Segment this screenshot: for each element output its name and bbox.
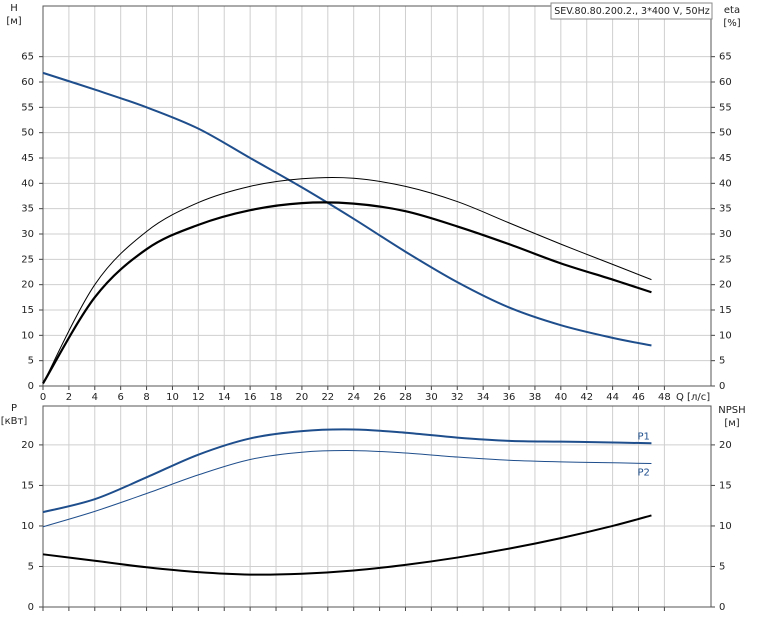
y2-tick-label: 45	[719, 153, 732, 164]
x-tick-label: 38	[529, 392, 542, 403]
x-tick-label: 8	[143, 392, 149, 403]
y-tick-label: 55	[21, 102, 34, 113]
x-tick-label: 2	[66, 392, 72, 403]
x-axis-label: Q [л/с]	[676, 392, 710, 403]
y2-tick-label: 55	[719, 102, 732, 113]
y2-axis-label: eta	[724, 5, 740, 16]
y2-axis-unit: [%]	[723, 18, 740, 29]
y-tick-label: 60	[21, 77, 34, 88]
x-tick-label: 40	[554, 392, 567, 403]
y-tick-label: 50	[21, 128, 34, 139]
x-tick-label: 0	[40, 392, 46, 403]
y2-tick-label: 50	[719, 128, 732, 139]
y-tick-label: 35	[21, 204, 34, 215]
x-tick-label: 42	[580, 392, 593, 403]
curve	[42, 177, 652, 384]
x-tick-label: 46	[632, 392, 645, 403]
y2-tick-label: 40	[719, 178, 732, 189]
chart-title: SEV.80.80.200.2., 3*400 V, 50Hz	[554, 6, 710, 17]
y-tick-label: 10	[21, 330, 34, 341]
curve	[42, 514, 652, 576]
curve	[42, 428, 652, 514]
curve-label: P2	[637, 468, 649, 479]
x-tick-label: 44	[606, 392, 619, 403]
y-tick-label: 65	[21, 52, 34, 63]
y2-tick-label: 0	[719, 602, 725, 613]
curve	[42, 450, 652, 528]
x-tick-label: 12	[192, 392, 205, 403]
x-tick-label: 16	[244, 392, 257, 403]
y-tick-label: 30	[21, 229, 34, 240]
curve	[42, 71, 652, 347]
x-tick-label: 28	[399, 392, 412, 403]
x-tick-label: 18	[270, 392, 283, 403]
y2-tick-label: 0	[719, 381, 725, 392]
y-tick-label: 0	[28, 602, 34, 613]
x-tick-label: 10	[166, 392, 179, 403]
y2-tick-label: 30	[719, 229, 732, 240]
y2-tick-label: 20	[719, 440, 732, 451]
y2-axis-unit: [м]	[724, 418, 739, 429]
y-tick-label: 20	[21, 280, 34, 291]
y2-axis-label: NPSH	[718, 405, 745, 416]
y2-tick-label: 20	[719, 280, 732, 291]
curve	[42, 201, 652, 385]
x-tick-label: 24	[347, 392, 360, 403]
y2-tick-label: 5	[719, 561, 725, 572]
y-tick-label: 20	[21, 440, 34, 451]
y2-tick-label: 10	[719, 330, 732, 341]
y2-tick-label: 60	[719, 77, 732, 88]
y2-tick-label: 10	[719, 521, 732, 532]
y2-tick-label: 35	[719, 204, 732, 215]
x-tick-label: 14	[218, 392, 231, 403]
plot-frame	[42, 5, 712, 387]
y-axis-unit: [кВт]	[1, 416, 28, 427]
y2-tick-label: 65	[719, 52, 732, 63]
x-tick-label: 32	[451, 392, 464, 403]
y-tick-label: 10	[21, 521, 34, 532]
x-tick-label: 36	[503, 392, 516, 403]
y-tick-label: 40	[21, 178, 34, 189]
x-tick-label: 34	[477, 392, 490, 403]
title-box	[550, 2, 713, 20]
x-tick-label: 30	[425, 392, 438, 403]
x-tick-label: 20	[296, 392, 309, 403]
y2-tick-label: 15	[719, 480, 732, 491]
y-axis-label: P	[11, 403, 17, 414]
y2-tick-label: 15	[719, 305, 732, 316]
y-tick-label: 0	[28, 381, 34, 392]
plot-frame	[42, 405, 712, 608]
y-tick-label: 15	[21, 480, 34, 491]
x-tick-label: 48	[658, 392, 671, 403]
y-tick-label: 5	[28, 561, 34, 572]
x-tick-label: 26	[373, 392, 386, 403]
y-axis-unit: [м]	[6, 16, 21, 27]
y-tick-label: 45	[21, 153, 34, 164]
y-tick-label: 25	[21, 254, 34, 265]
y-axis-label: H	[10, 3, 18, 14]
y2-tick-label: 5	[719, 356, 725, 367]
x-tick-label: 6	[117, 392, 123, 403]
x-tick-label: 4	[92, 392, 98, 403]
y-tick-label: 5	[28, 356, 34, 367]
y-tick-label: 15	[21, 305, 34, 316]
x-tick-label: 22	[321, 392, 334, 403]
y2-tick-label: 25	[719, 254, 732, 265]
curve-label: P1	[637, 431, 649, 442]
